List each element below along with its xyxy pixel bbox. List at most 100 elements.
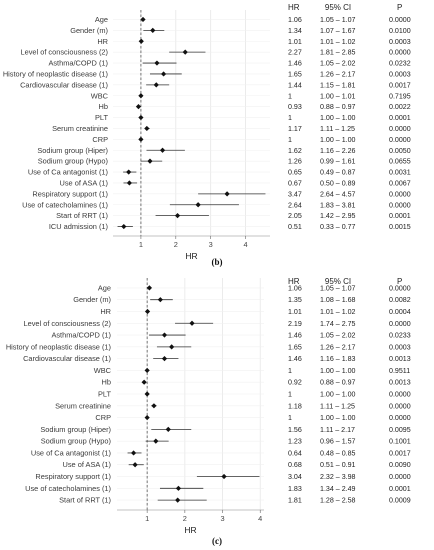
c-hr-value: 0.68 bbox=[288, 461, 302, 469]
c-hr-point bbox=[165, 426, 171, 432]
b-hr-point bbox=[160, 71, 167, 77]
c-header-hr: HR bbox=[288, 277, 300, 286]
b-hr-point bbox=[144, 125, 150, 132]
b-plot-area bbox=[113, 10, 270, 236]
c-x-tick-label: 3 bbox=[220, 514, 224, 523]
c-p-value: 0.0082 bbox=[389, 296, 411, 304]
c-p-value: 0.0013 bbox=[389, 355, 411, 363]
c-hr-value: 1.65 bbox=[288, 343, 302, 351]
b-row-label: CRP bbox=[92, 135, 108, 144]
b-row-label: Use of ASA (1) bbox=[60, 178, 108, 187]
c-p-value: 0.0017 bbox=[389, 449, 411, 457]
c-ci-value: 2.32 – 3.98 bbox=[320, 473, 356, 481]
c-hr-value: 3.04 bbox=[288, 473, 302, 481]
b-ci-value: 0.50 – 0.89 bbox=[320, 179, 356, 187]
b-hr-point bbox=[126, 169, 132, 175]
c-p-value: 0.0233 bbox=[389, 332, 411, 340]
c-hr-point bbox=[144, 391, 150, 397]
forest-plot-b-svg: 1 2 3 4 HR HR 95% CI P Age 1.06 1.05 – 1.07 0.0000 G… bbox=[3, 3, 411, 267]
b-hr-value: 0.93 bbox=[288, 103, 302, 111]
c-row-label: PLT bbox=[98, 390, 111, 399]
c-p-value: 0.0009 bbox=[389, 497, 411, 505]
b-p-value: 0.0000 bbox=[389, 49, 411, 57]
b-p-value: 0.0022 bbox=[389, 103, 411, 111]
c-hr-value: 1.56 bbox=[288, 426, 302, 434]
b-row-label: Use of catecholamines (1) bbox=[22, 200, 108, 209]
c-hr-value: 1.81 bbox=[288, 497, 302, 505]
forest-plot-c-svg: 1 2 3 4 HR HR 95% CI P Age 1.06 1.05 – 1.07 0.0000 G… bbox=[6, 277, 411, 546]
b-hr-point bbox=[121, 223, 127, 230]
b-ci-value: 1.00 – 1.00 bbox=[320, 136, 356, 144]
c-ci-value: 1.00 – 1.00 bbox=[320, 391, 356, 399]
c-p-value: 0.0003 bbox=[389, 343, 411, 351]
b-row-label: Asthma/COPD (1) bbox=[48, 59, 108, 68]
c-ci-value: 1.16 – 1.83 bbox=[320, 355, 356, 363]
c-row-label: Gender (m) bbox=[73, 295, 111, 304]
forest-plot-c: 1 2 3 4 HR HR 95% CI P Age 1.06 1.05 – 1.07 0.0000 G… bbox=[0, 272, 434, 550]
b-p-value: 0.0001 bbox=[389, 212, 411, 220]
b-ci-value: 2.64 – 4.57 bbox=[320, 190, 356, 198]
c-ci-value: 1.01 – 1.02 bbox=[320, 308, 356, 316]
c-hr-value: 1 bbox=[288, 414, 292, 422]
b-p-value: 0.0017 bbox=[389, 81, 411, 89]
c-ci-value: 0.88 – 0.97 bbox=[320, 379, 356, 387]
c-hr-point bbox=[169, 344, 175, 350]
c-row-label: Cardiovascular disease (1) bbox=[23, 354, 111, 363]
c-hr-value: 1 bbox=[288, 367, 292, 375]
b-ci-value: 0.33 – 0.77 bbox=[320, 223, 356, 231]
c-p-value: 0.0095 bbox=[389, 426, 411, 434]
b-row-label: Hb bbox=[99, 102, 108, 111]
c-row-label: Respiratory support (1) bbox=[35, 472, 111, 481]
b-hr-point bbox=[140, 16, 146, 23]
c-row-label: Use of ASA (1) bbox=[63, 460, 111, 469]
b-ci-value: 1.00 – 1.01 bbox=[320, 92, 356, 100]
b-hr-value: 1 bbox=[288, 92, 292, 100]
b-caption: (b) bbox=[212, 257, 223, 267]
c-ci-value: 1.28 – 2.58 bbox=[320, 497, 356, 505]
b-ci-value: 1.11 – 1.25 bbox=[320, 125, 355, 133]
b-hr-point bbox=[153, 82, 159, 88]
b-hr-point bbox=[147, 158, 153, 164]
b-hr-point bbox=[150, 27, 156, 33]
b-hr-value: 2.64 bbox=[288, 201, 302, 209]
b-hr-point bbox=[135, 104, 142, 110]
c-p-value: 0.0000 bbox=[389, 414, 411, 422]
b-hr-point bbox=[138, 136, 144, 142]
b-hr-value: 1.06 bbox=[288, 16, 302, 24]
b-row-label: History of neoplastic disease (1) bbox=[3, 69, 108, 78]
c-ci-value: 0.96 – 1.57 bbox=[320, 438, 356, 446]
b-row-label: Sodium group (Hiper) bbox=[37, 146, 108, 155]
b-hr-value: 1 bbox=[288, 136, 292, 144]
b-row-label: ICU admission (1) bbox=[49, 222, 108, 231]
c-x-tick-label: 4 bbox=[258, 514, 262, 523]
c-hr-point bbox=[175, 485, 182, 491]
b-ci-value: 1.07 – 1.67 bbox=[320, 27, 356, 35]
c-header-p: P bbox=[397, 277, 402, 286]
b-hr-point bbox=[224, 191, 230, 197]
c-p-value: 0.0000 bbox=[389, 320, 411, 328]
b-hr-point bbox=[195, 202, 201, 208]
b-ci-value: 1.42 – 2.95 bbox=[320, 212, 356, 220]
b-hr-value: 2.05 bbox=[288, 212, 302, 220]
b-ci-value: 0.88 – 0.97 bbox=[320, 103, 356, 111]
b-hr-point bbox=[174, 213, 181, 219]
c-row-label: Sodium group (Hypo) bbox=[41, 437, 111, 446]
c-p-value: 0.0013 bbox=[389, 379, 411, 387]
b-hr-value: 1.44 bbox=[288, 81, 302, 89]
b-ci-value: 1.05 – 2.02 bbox=[320, 60, 356, 68]
b-row-label: Age bbox=[95, 15, 108, 24]
b-hr-point bbox=[138, 38, 144, 44]
b-p-value: 0.0655 bbox=[389, 158, 411, 166]
b-p-value: 0.7195 bbox=[389, 92, 411, 100]
b-hr-point bbox=[154, 60, 160, 66]
c-hr-point bbox=[151, 403, 157, 409]
c-ci-value: 1.34 – 2.49 bbox=[320, 485, 356, 493]
b-hr-point bbox=[138, 114, 144, 121]
b-header-p: P bbox=[397, 3, 402, 12]
b-p-value: 0.0031 bbox=[389, 169, 411, 177]
c-p-value: 0.1001 bbox=[389, 438, 411, 446]
b-x-tick-label: 1 bbox=[139, 240, 143, 249]
c-ci-value: 1.08 – 1.68 bbox=[320, 296, 356, 304]
c-hr-point bbox=[157, 297, 163, 303]
c-p-value: 0.0000 bbox=[389, 473, 411, 481]
